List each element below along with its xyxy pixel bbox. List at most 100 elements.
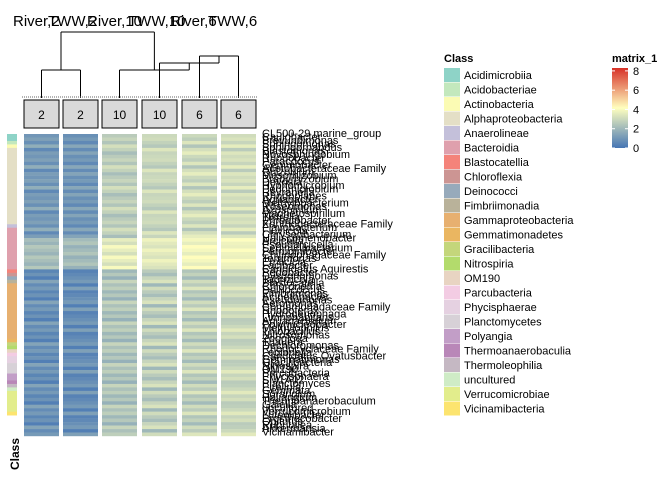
class-legend-swatch — [444, 401, 460, 416]
heatmap-cell — [221, 311, 256, 315]
heatmap-cell — [221, 196, 256, 201]
heatmap-cell — [221, 390, 256, 395]
row-label: Dechloromonas — [262, 340, 340, 352]
heatmap-cell — [182, 168, 217, 173]
row-label: Sediminibacterium — [262, 243, 352, 255]
heatmap-cell — [182, 342, 217, 346]
heatmap-cell — [102, 328, 137, 333]
heatmap-cell — [24, 293, 59, 298]
row-label: Fluviicola — [262, 225, 309, 237]
heatmap-cell — [102, 338, 137, 343]
class-bar-segment — [7, 227, 17, 270]
heatmap-cell — [102, 248, 137, 253]
heatmap-cell — [24, 269, 59, 274]
heatmap-cell — [63, 199, 98, 204]
class-legend-swatch — [444, 227, 460, 242]
class-bar-segment — [7, 272, 17, 277]
heatmap-cell — [63, 147, 98, 152]
heatmap-cell — [102, 196, 137, 201]
heatmap-cell — [102, 258, 137, 263]
heatmap-cell — [63, 140, 98, 145]
heatmap-cell — [102, 161, 137, 166]
heatmap-cell — [102, 189, 137, 194]
heatmap-cell — [63, 186, 98, 190]
heatmap-cell — [221, 258, 256, 263]
heatmap-cell — [182, 425, 217, 430]
heatmap-cell — [24, 238, 59, 242]
heatmap-cell — [221, 328, 256, 333]
column-annotation-label: 2 — [38, 108, 45, 122]
heatmap-cell — [63, 356, 98, 360]
row-label: Methylophilus — [262, 323, 330, 335]
heatmap-cell — [102, 293, 137, 298]
heatmap-cell — [63, 297, 98, 301]
heatmap-cell — [102, 408, 137, 412]
heatmap-cell — [142, 328, 177, 333]
heatmap-cell — [63, 345, 98, 350]
heatmap-cell — [182, 283, 217, 287]
heatmap-cell — [142, 151, 177, 156]
heatmap-cell — [182, 151, 217, 156]
heatmap-cell — [24, 161, 59, 166]
heatmap-cell — [142, 175, 177, 180]
heatmap-cell — [182, 199, 217, 204]
class-legend: Class Acidimicrobiia Acidobacteriae Actino… — [444, 53, 574, 416]
heatmap-cell — [24, 359, 59, 364]
heatmap-cell — [182, 217, 217, 221]
heatmap-cell — [142, 189, 177, 194]
heatmap-cell — [102, 193, 137, 197]
heatmap-cell — [221, 383, 256, 388]
heatmap-cell — [182, 311, 217, 315]
heatmap-cell — [63, 172, 98, 176]
heatmap-cell — [142, 293, 177, 298]
row-label: Reyranella — [262, 187, 315, 199]
heatmap-cell — [102, 241, 137, 246]
heatmap-cell — [24, 311, 59, 315]
heatmap-cell — [63, 425, 98, 430]
heatmap-cell — [24, 193, 59, 197]
row-label: Comamonadaceae Family — [262, 302, 391, 314]
heatmap-cell — [182, 154, 217, 159]
heatmap-cell — [221, 186, 256, 190]
heatmap-cell — [182, 137, 217, 142]
heatmap-cell — [24, 210, 59, 215]
heatmap-cell — [221, 217, 256, 221]
heatmap-cell — [102, 168, 137, 173]
heatmap-cell — [221, 404, 256, 409]
heatmap-cell — [24, 213, 59, 218]
row-label: Mesorhizobium — [262, 170, 337, 182]
heatmap-cell — [221, 321, 256, 326]
class-bar-segment — [7, 356, 17, 364]
heatmap-cell — [24, 418, 59, 423]
class-annotation-bar — [7, 134, 17, 416]
heatmap-cell — [63, 179, 98, 183]
class-legend-swatch — [444, 271, 460, 285]
heatmap-cell — [221, 231, 256, 235]
heatmap-cell — [221, 297, 256, 301]
heatmap-cell — [142, 422, 177, 426]
heatmap-cell — [221, 140, 256, 145]
heatmap-cell — [142, 311, 177, 315]
column-title: TWW,2 — [48, 13, 97, 30]
heatmap-cell — [102, 262, 137, 267]
class-bar-segment — [7, 279, 17, 284]
heatmap-cell — [142, 290, 177, 294]
class-legend-label: Alphaproteobacteria — [464, 114, 563, 126]
row-label: Thermoanaerobaculum — [262, 395, 376, 407]
heatmap-cell — [24, 140, 59, 145]
heatmap-cell — [142, 401, 177, 405]
row-label: Akkermansia — [262, 423, 326, 435]
row-label: Planctomyces — [262, 378, 331, 390]
row-label: Azospirillum — [262, 204, 321, 216]
heatmap-cell — [221, 349, 256, 353]
heatmap-cell — [142, 245, 177, 249]
heatmap-cell — [24, 408, 59, 412]
heatmap-cell — [142, 210, 177, 215]
row-label: Methylobacterium — [262, 198, 349, 210]
row-label: uncultured — [262, 402, 313, 414]
heatmap-cell — [142, 252, 177, 256]
heatmap-cell — [221, 161, 256, 166]
heatmap-cell — [182, 140, 217, 145]
heatmap-cell — [182, 297, 217, 301]
class-legend-swatch — [444, 126, 460, 140]
